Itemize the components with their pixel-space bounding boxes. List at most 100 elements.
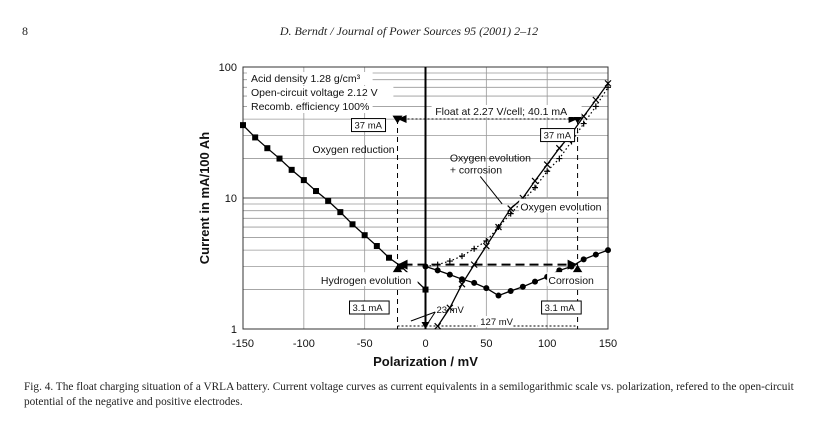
- marker-plus: [556, 155, 563, 162]
- y-axis-label: Current in mA/100 Ah: [197, 132, 212, 264]
- label-bg: [319, 272, 418, 287]
- pos-31ma-label: 3.1 mA: [545, 303, 576, 314]
- triangle-marker: [392, 264, 403, 273]
- triangle-marker: [572, 115, 583, 124]
- marker-square: [361, 232, 368, 239]
- x-tick-label: 50: [480, 338, 492, 350]
- marker-square: [240, 122, 246, 129]
- x-tick-label: -100: [293, 338, 315, 350]
- figure-caption: Fig. 4. The float charging situation of …: [24, 381, 794, 408]
- pos-polarization-label: 127 mV: [480, 317, 513, 328]
- neg-polarization-label: 23 mV: [436, 305, 464, 316]
- info-bg: [247, 72, 373, 85]
- marker-square: [300, 177, 307, 184]
- triangle-marker: [572, 264, 583, 273]
- marker-x: [482, 242, 490, 250]
- marker-square: [252, 134, 259, 141]
- pointer-line: [410, 311, 436, 322]
- marker-x: [580, 112, 588, 120]
- marker-plus: [580, 120, 587, 127]
- marker-square: [373, 243, 380, 250]
- marker-circle: [556, 267, 563, 274]
- x-axis-label: Polarization / mV: [373, 354, 478, 369]
- marker-circle: [519, 283, 526, 290]
- marker-x: [446, 304, 454, 312]
- marker-x: [604, 79, 612, 87]
- marker-square: [349, 221, 356, 228]
- pos-37ma-label: 37 mA: [544, 131, 572, 142]
- marker-square: [386, 254, 392, 261]
- x-tick-label: 100: [538, 338, 556, 350]
- y-tick-label: 1: [231, 324, 237, 336]
- marker-circle: [507, 288, 514, 295]
- running-head: D. Berndt / Journal of Power Sources 95 …: [279, 24, 539, 38]
- arrowhead-left: [397, 114, 407, 123]
- label-bg: [519, 198, 608, 213]
- y-tick-label: 10: [225, 193, 237, 205]
- marker-x: [458, 280, 466, 288]
- triangle-marker: [392, 115, 403, 124]
- y-tick-label: 100: [219, 62, 237, 74]
- marker-square: [288, 166, 295, 173]
- neg-37ma-label: 37 mA: [355, 121, 383, 132]
- marker-square: [422, 286, 429, 293]
- oxygen-corrosion-label: + corrosion: [450, 164, 502, 176]
- arrowhead-right: [567, 259, 578, 270]
- marker-circle: [532, 278, 538, 285]
- marker-square: [313, 188, 319, 195]
- x-tick-label: 150: [599, 338, 617, 350]
- marker-square: [264, 145, 271, 152]
- marker-plus: [605, 84, 611, 91]
- marker-square: [325, 197, 332, 204]
- marker-x: [531, 177, 539, 185]
- marker-plus: [471, 245, 478, 252]
- oxygen-corrosion-pointer: [479, 176, 503, 205]
- marker-circle: [592, 251, 599, 258]
- marker-circle: [483, 285, 490, 292]
- marker-circle: [434, 267, 441, 274]
- info-line: Acid density 1.28 g/cm³: [251, 73, 361, 85]
- label-bg: [477, 316, 512, 327]
- corrosion-label: Corrosion: [548, 275, 594, 287]
- marker-circle: [580, 256, 587, 263]
- marker-square: [337, 209, 344, 216]
- marker-x: [592, 96, 600, 104]
- marker-plus: [532, 184, 538, 191]
- marker-plus: [495, 224, 502, 231]
- marker-circle: [605, 247, 611, 254]
- pointer-line: [426, 311, 436, 326]
- marker-plus: [459, 253, 465, 260]
- marker-plus: [446, 258, 453, 265]
- x-tick-label: -150: [232, 338, 254, 350]
- marker-plus: [544, 168, 551, 175]
- oxygen-corrosion-label: Oxygen evolution: [450, 152, 531, 164]
- x-tick-label: 0: [422, 338, 428, 350]
- pos-31ma-label-box: [541, 300, 582, 315]
- marker-x: [555, 144, 563, 152]
- neg-31ma-label-box: [349, 300, 390, 315]
- marker-x: [543, 161, 551, 168]
- neg-37ma-label-box: [351, 118, 387, 133]
- marker-circle: [446, 271, 453, 278]
- marker-x: [507, 205, 515, 213]
- arrowhead-left: [397, 259, 408, 270]
- label-bg: [431, 104, 582, 117]
- marker-plus: [507, 210, 514, 217]
- info-bg: [247, 86, 394, 99]
- marker-circle: [471, 279, 478, 286]
- pos-37ma-label-box: [540, 128, 576, 143]
- marker-plus: [592, 103, 599, 110]
- info-line: Recomb. efficiency 100%: [251, 101, 369, 113]
- info-bg: [247, 100, 373, 113]
- oxygen-reduction-label: Oxygen reduction: [312, 144, 394, 156]
- marker-square: [276, 155, 283, 162]
- series-line-1: [425, 249, 609, 297]
- label-bg: [547, 272, 596, 287]
- page-number: 8: [22, 24, 28, 38]
- marker-circle: [495, 292, 502, 299]
- x-tick-label: -50: [357, 338, 373, 350]
- neg-31ma-label: 3.1 mA: [353, 303, 384, 314]
- oxygen-evolution-label: Oxygen evolution: [520, 202, 601, 214]
